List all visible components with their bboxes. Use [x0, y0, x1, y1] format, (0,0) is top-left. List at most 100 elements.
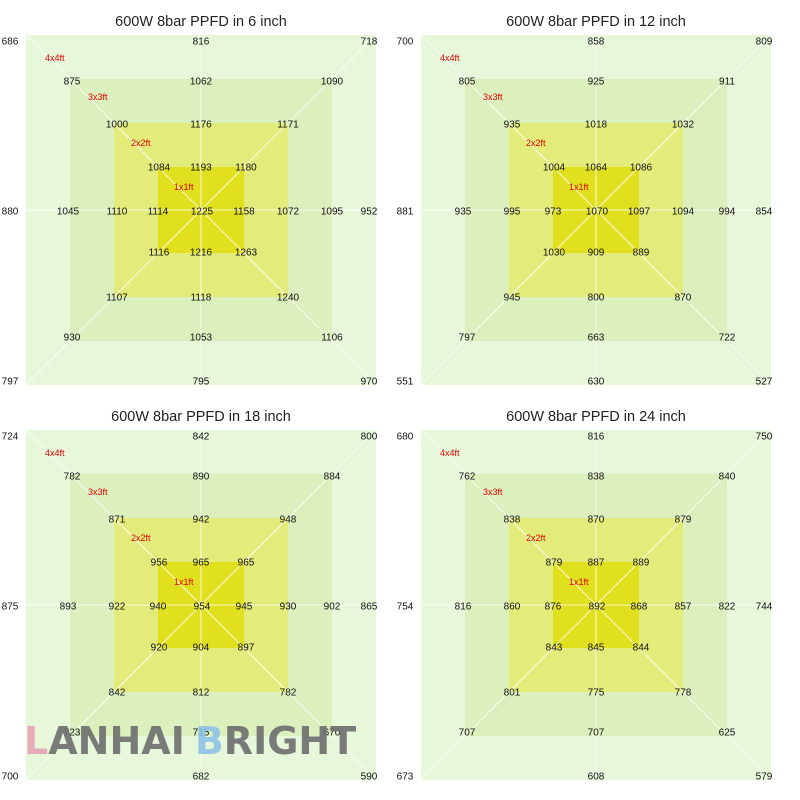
ppfd-value: 925	[588, 77, 605, 88]
ppfd-value: 865	[361, 602, 378, 613]
panel-title: 600W 8bar PPFD in 6 inch	[115, 14, 287, 30]
watermark-letter	[185, 722, 195, 760]
ppfd-value: 871	[109, 515, 126, 526]
ppfd-value: 1032	[672, 120, 695, 131]
ppfd-value: 797	[2, 377, 19, 388]
ppfd-value: 686	[2, 37, 19, 48]
ppfd-value: 782	[280, 688, 297, 699]
ppfd-value: 879	[675, 515, 692, 526]
ppfd-value: 935	[504, 120, 521, 131]
ppfd-value: 875	[2, 602, 19, 613]
ppfd-value-center: 1225	[191, 207, 214, 218]
zone-label: 2x2ft	[526, 138, 546, 148]
ppfd-value: 1090	[321, 77, 344, 88]
ppfd-value: 876	[545, 602, 562, 613]
ppfd-value: 842	[193, 432, 210, 443]
ppfd-value: 930	[64, 333, 81, 344]
ppfd-value: 881	[397, 207, 414, 218]
ppfd-value: 893	[60, 602, 77, 613]
ppfd-value: 897	[238, 643, 255, 654]
ppfd-value: 844	[633, 643, 650, 654]
ppfd-value: 994	[719, 207, 736, 218]
zone-label: 4x4ft	[440, 448, 460, 458]
zone-label: 1x1ft	[174, 182, 194, 192]
panel-title: 600W 8bar PPFD in 24 inch	[506, 409, 686, 425]
ppfd-value: 800	[361, 432, 378, 443]
ppfd-value: 1106	[321, 333, 343, 344]
ppfd-value: 816	[193, 37, 210, 48]
ppfd-value: 1045	[57, 207, 80, 218]
ppfd-value-center: 892	[589, 602, 606, 613]
zone-label: 3x3ft	[88, 92, 108, 102]
ppfd-value: 870	[675, 293, 692, 304]
ppfd-value: 579	[756, 772, 773, 783]
ppfd-value: 812	[193, 688, 210, 699]
ppfd-value: 822	[719, 602, 736, 613]
ppfd-value: 800	[588, 293, 605, 304]
ppfd-value: 1171	[277, 120, 299, 131]
ppfd-value: 1000	[106, 120, 129, 131]
ppfd-value: 1030	[543, 248, 566, 259]
ppfd-value: 778	[675, 688, 692, 699]
ppfd-value: 995	[504, 207, 521, 218]
watermark-letter: H	[298, 719, 331, 763]
ppfd-panel-2: 600W 8bar PPFD in 12 inch 4x4ft 3x3ft 2x2ft…	[397, 14, 773, 388]
ppfd-value: 1116	[149, 248, 170, 259]
ppfd-value: 670	[324, 728, 341, 739]
watermark-letter: R	[223, 719, 254, 763]
ppfd-value: 1114	[148, 207, 169, 218]
watermark-letter: N	[77, 719, 110, 763]
ppfd-value: 723	[64, 728, 81, 739]
watermark-letter: I	[170, 719, 185, 763]
ppfd-value: 845	[588, 643, 605, 654]
zone-label: 4x4ft	[45, 53, 65, 63]
ppfd-value: 930	[280, 602, 297, 613]
ppfd-value: 1180	[235, 163, 257, 174]
zone-label: 3x3ft	[483, 487, 503, 497]
zone-label: 1x1ft	[174, 577, 194, 587]
ppfd-value: 948	[280, 515, 297, 526]
ppfd-value: 1158	[233, 207, 255, 218]
ppfd-value: 902	[324, 602, 341, 613]
ppfd-value: 973	[545, 207, 562, 218]
ppfd-value: 775	[588, 688, 605, 699]
ppfd-value: 1018	[585, 120, 608, 131]
ppfd-value: 1094	[672, 207, 695, 218]
ppfd-value: 1097	[628, 207, 651, 218]
ppfd-value: 1263	[235, 248, 258, 259]
ppfd-value: 965	[238, 558, 255, 569]
ppfd-value: 884	[324, 472, 341, 483]
ppfd-value: 858	[588, 37, 605, 48]
ppfd-value: 920	[151, 643, 168, 654]
ppfd-value: 673	[397, 772, 414, 783]
ppfd-value: 904	[193, 643, 210, 654]
watermark-letter: G	[267, 719, 299, 763]
watermark-letter: L	[24, 719, 49, 763]
ppfd-value: 750	[756, 432, 773, 443]
ppfd-value: 805	[459, 77, 476, 88]
zone-label: 3x3ft	[483, 92, 503, 102]
ppfd-value: 1064	[585, 163, 608, 174]
ppfd-value: 879	[546, 558, 563, 569]
ppfd-value: 935	[455, 207, 472, 218]
ppfd-value: 630	[588, 377, 605, 388]
zone-label: 3x3ft	[88, 487, 108, 497]
watermark-letter: B	[194, 719, 224, 763]
ppfd-value: 843	[546, 643, 563, 654]
ppfd-value: 680	[397, 432, 414, 443]
ppfd-value: 889	[633, 248, 650, 259]
ppfd-value: 854	[756, 207, 773, 218]
ppfd-value: 762	[459, 472, 476, 483]
zone-label: 1x1ft	[569, 182, 589, 192]
ppfd-value: 840	[719, 472, 736, 483]
ppfd-value: 945	[504, 293, 521, 304]
ppfd-value: 842	[109, 688, 126, 699]
ppfd-value: 889	[633, 558, 650, 569]
zone-label: 1x1ft	[569, 577, 589, 587]
ppfd-value: 942	[193, 515, 210, 526]
ppfd-value: 857	[675, 602, 692, 613]
ppfd-value: 1216	[190, 248, 213, 259]
ppfd-value: 868	[631, 602, 648, 613]
ppfd-value: 801	[504, 688, 521, 699]
